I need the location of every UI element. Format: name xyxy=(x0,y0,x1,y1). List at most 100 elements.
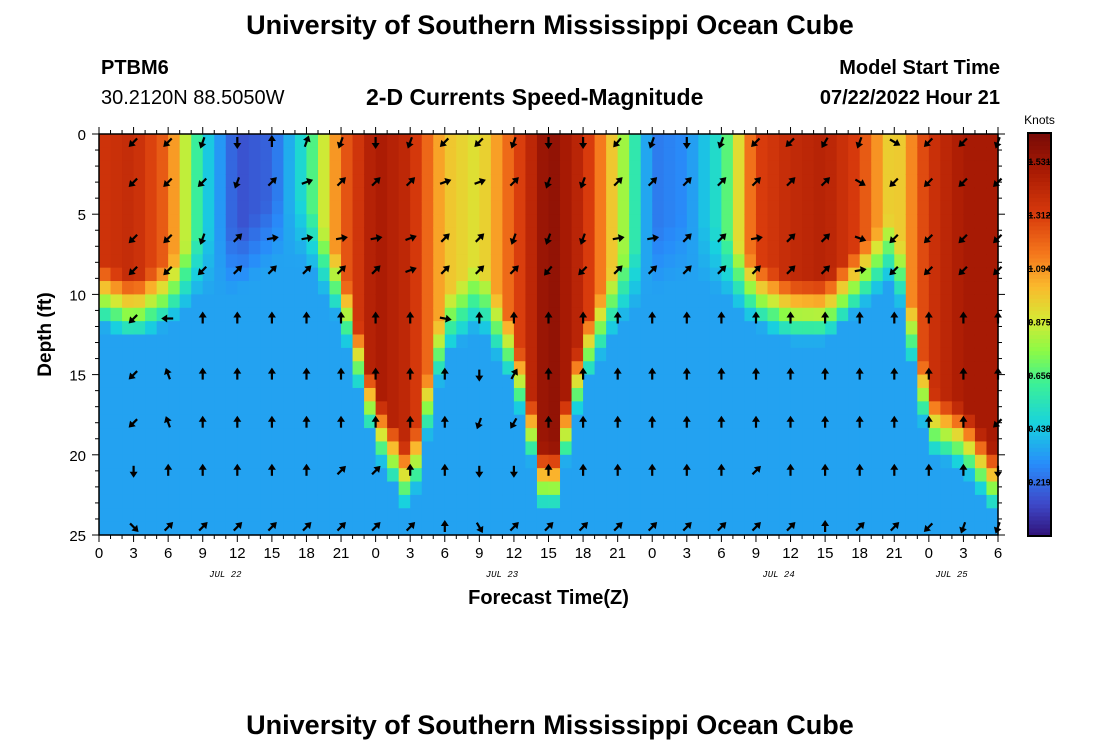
heatmap-cell xyxy=(629,147,642,162)
heatmap-cell xyxy=(387,227,400,242)
current-arrow xyxy=(855,463,864,476)
heatmap-cell xyxy=(721,401,734,416)
heatmap-cell xyxy=(871,428,884,443)
heatmap-cell xyxy=(859,468,872,483)
heatmap-cell xyxy=(237,281,250,295)
heatmap-cell xyxy=(433,200,446,215)
heatmap-cell xyxy=(986,441,999,456)
heatmap-cell xyxy=(963,294,976,309)
heatmap-cell xyxy=(306,361,319,376)
heatmap-cell xyxy=(732,267,746,282)
heatmap-cell xyxy=(283,214,296,229)
heatmap-cell xyxy=(156,321,169,336)
heatmap-cell xyxy=(467,401,480,416)
heatmap-cell xyxy=(122,401,135,416)
heatmap-cell xyxy=(732,174,746,189)
heatmap-cell xyxy=(560,200,573,215)
heatmap-cell xyxy=(617,468,630,483)
heatmap-cell xyxy=(905,227,918,242)
heatmap-cell xyxy=(548,294,561,309)
heatmap-cell xyxy=(364,187,377,202)
heatmap-cell xyxy=(341,160,354,175)
heatmap-cell xyxy=(202,147,215,162)
heatmap-cell xyxy=(294,294,308,309)
heatmap-cell xyxy=(375,147,388,162)
heatmap-cell xyxy=(283,200,296,215)
colorbar-segment xyxy=(1028,451,1051,456)
heatmap-cell xyxy=(894,187,907,202)
heatmap-cell xyxy=(237,494,250,509)
heatmap-cell xyxy=(294,494,308,509)
heatmap-cell xyxy=(99,441,112,456)
heatmap-cell xyxy=(202,227,215,242)
heatmap-cell xyxy=(398,454,411,469)
heatmap-cell xyxy=(963,428,976,443)
current-arrow xyxy=(371,311,380,324)
heatmap-cell xyxy=(825,441,838,456)
heatmap-cell xyxy=(122,334,135,349)
arrow-head xyxy=(200,522,208,530)
heatmap-cell xyxy=(802,254,815,269)
arrow-head xyxy=(682,415,691,422)
heatmap-cell xyxy=(502,468,515,483)
heatmap-cell xyxy=(790,428,803,443)
heatmap-cell xyxy=(640,174,653,189)
heatmap-cell xyxy=(744,321,757,336)
heatmap-cell xyxy=(99,481,112,496)
heatmap-cell xyxy=(686,147,699,162)
arrow-head xyxy=(684,177,692,185)
arrow-head xyxy=(476,525,484,534)
current-arrow xyxy=(335,234,348,243)
heatmap-cell xyxy=(732,428,746,443)
heatmap-cell xyxy=(951,454,965,469)
current-arrow xyxy=(233,177,241,189)
heatmap-cell xyxy=(744,441,757,456)
heatmap-cell xyxy=(260,321,273,336)
heatmap-cell xyxy=(306,481,319,496)
heatmap-cell xyxy=(721,334,734,349)
heatmap-cell xyxy=(652,347,665,362)
heatmap-cell xyxy=(848,468,861,483)
heatmap-cell xyxy=(490,468,503,483)
heatmap-cell xyxy=(917,240,930,255)
heatmap-cell xyxy=(571,521,584,536)
heatmap-cell xyxy=(617,214,630,229)
heatmap-cell xyxy=(502,147,515,162)
heatmap-cell xyxy=(122,387,135,402)
heatmap-cell xyxy=(686,361,699,376)
heatmap-cell xyxy=(560,347,573,362)
heatmap-cell xyxy=(894,174,907,189)
colorbar-segment xyxy=(1028,463,1051,469)
arrow-head xyxy=(544,367,553,374)
y-tick-label: 5 xyxy=(78,207,86,224)
heatmap-cell xyxy=(894,481,907,496)
heatmap-cell xyxy=(617,254,630,269)
heatmap-cell xyxy=(294,147,308,162)
heatmap-cell xyxy=(571,267,584,282)
heatmap-cell xyxy=(940,267,953,282)
heatmap-cell xyxy=(156,441,169,456)
heatmap-cell xyxy=(444,508,457,523)
heatmap-cell xyxy=(917,307,930,322)
heatmap-cell xyxy=(536,347,550,362)
colorbar-segment xyxy=(1028,282,1051,287)
current-arrow xyxy=(439,137,450,147)
heatmap-cell xyxy=(560,387,573,402)
arrow-head xyxy=(924,311,933,318)
current-arrow xyxy=(717,367,726,380)
current-arrow xyxy=(267,415,276,428)
heatmap-cell xyxy=(871,334,884,349)
heatmap-cell xyxy=(294,307,308,322)
heatmap-cell xyxy=(398,374,411,389)
current-arrow xyxy=(233,367,242,380)
heatmap-cell xyxy=(536,227,550,242)
heatmap-cell xyxy=(214,468,227,483)
heatmap-cell xyxy=(110,321,123,336)
heatmap-cell xyxy=(410,414,423,429)
heatmap-cell xyxy=(191,401,204,416)
arrow-head xyxy=(373,265,381,273)
heatmap-cell xyxy=(652,214,665,229)
heatmap-cell xyxy=(917,347,930,362)
heatmap-cell xyxy=(145,414,158,429)
heatmap-cell xyxy=(859,254,872,269)
